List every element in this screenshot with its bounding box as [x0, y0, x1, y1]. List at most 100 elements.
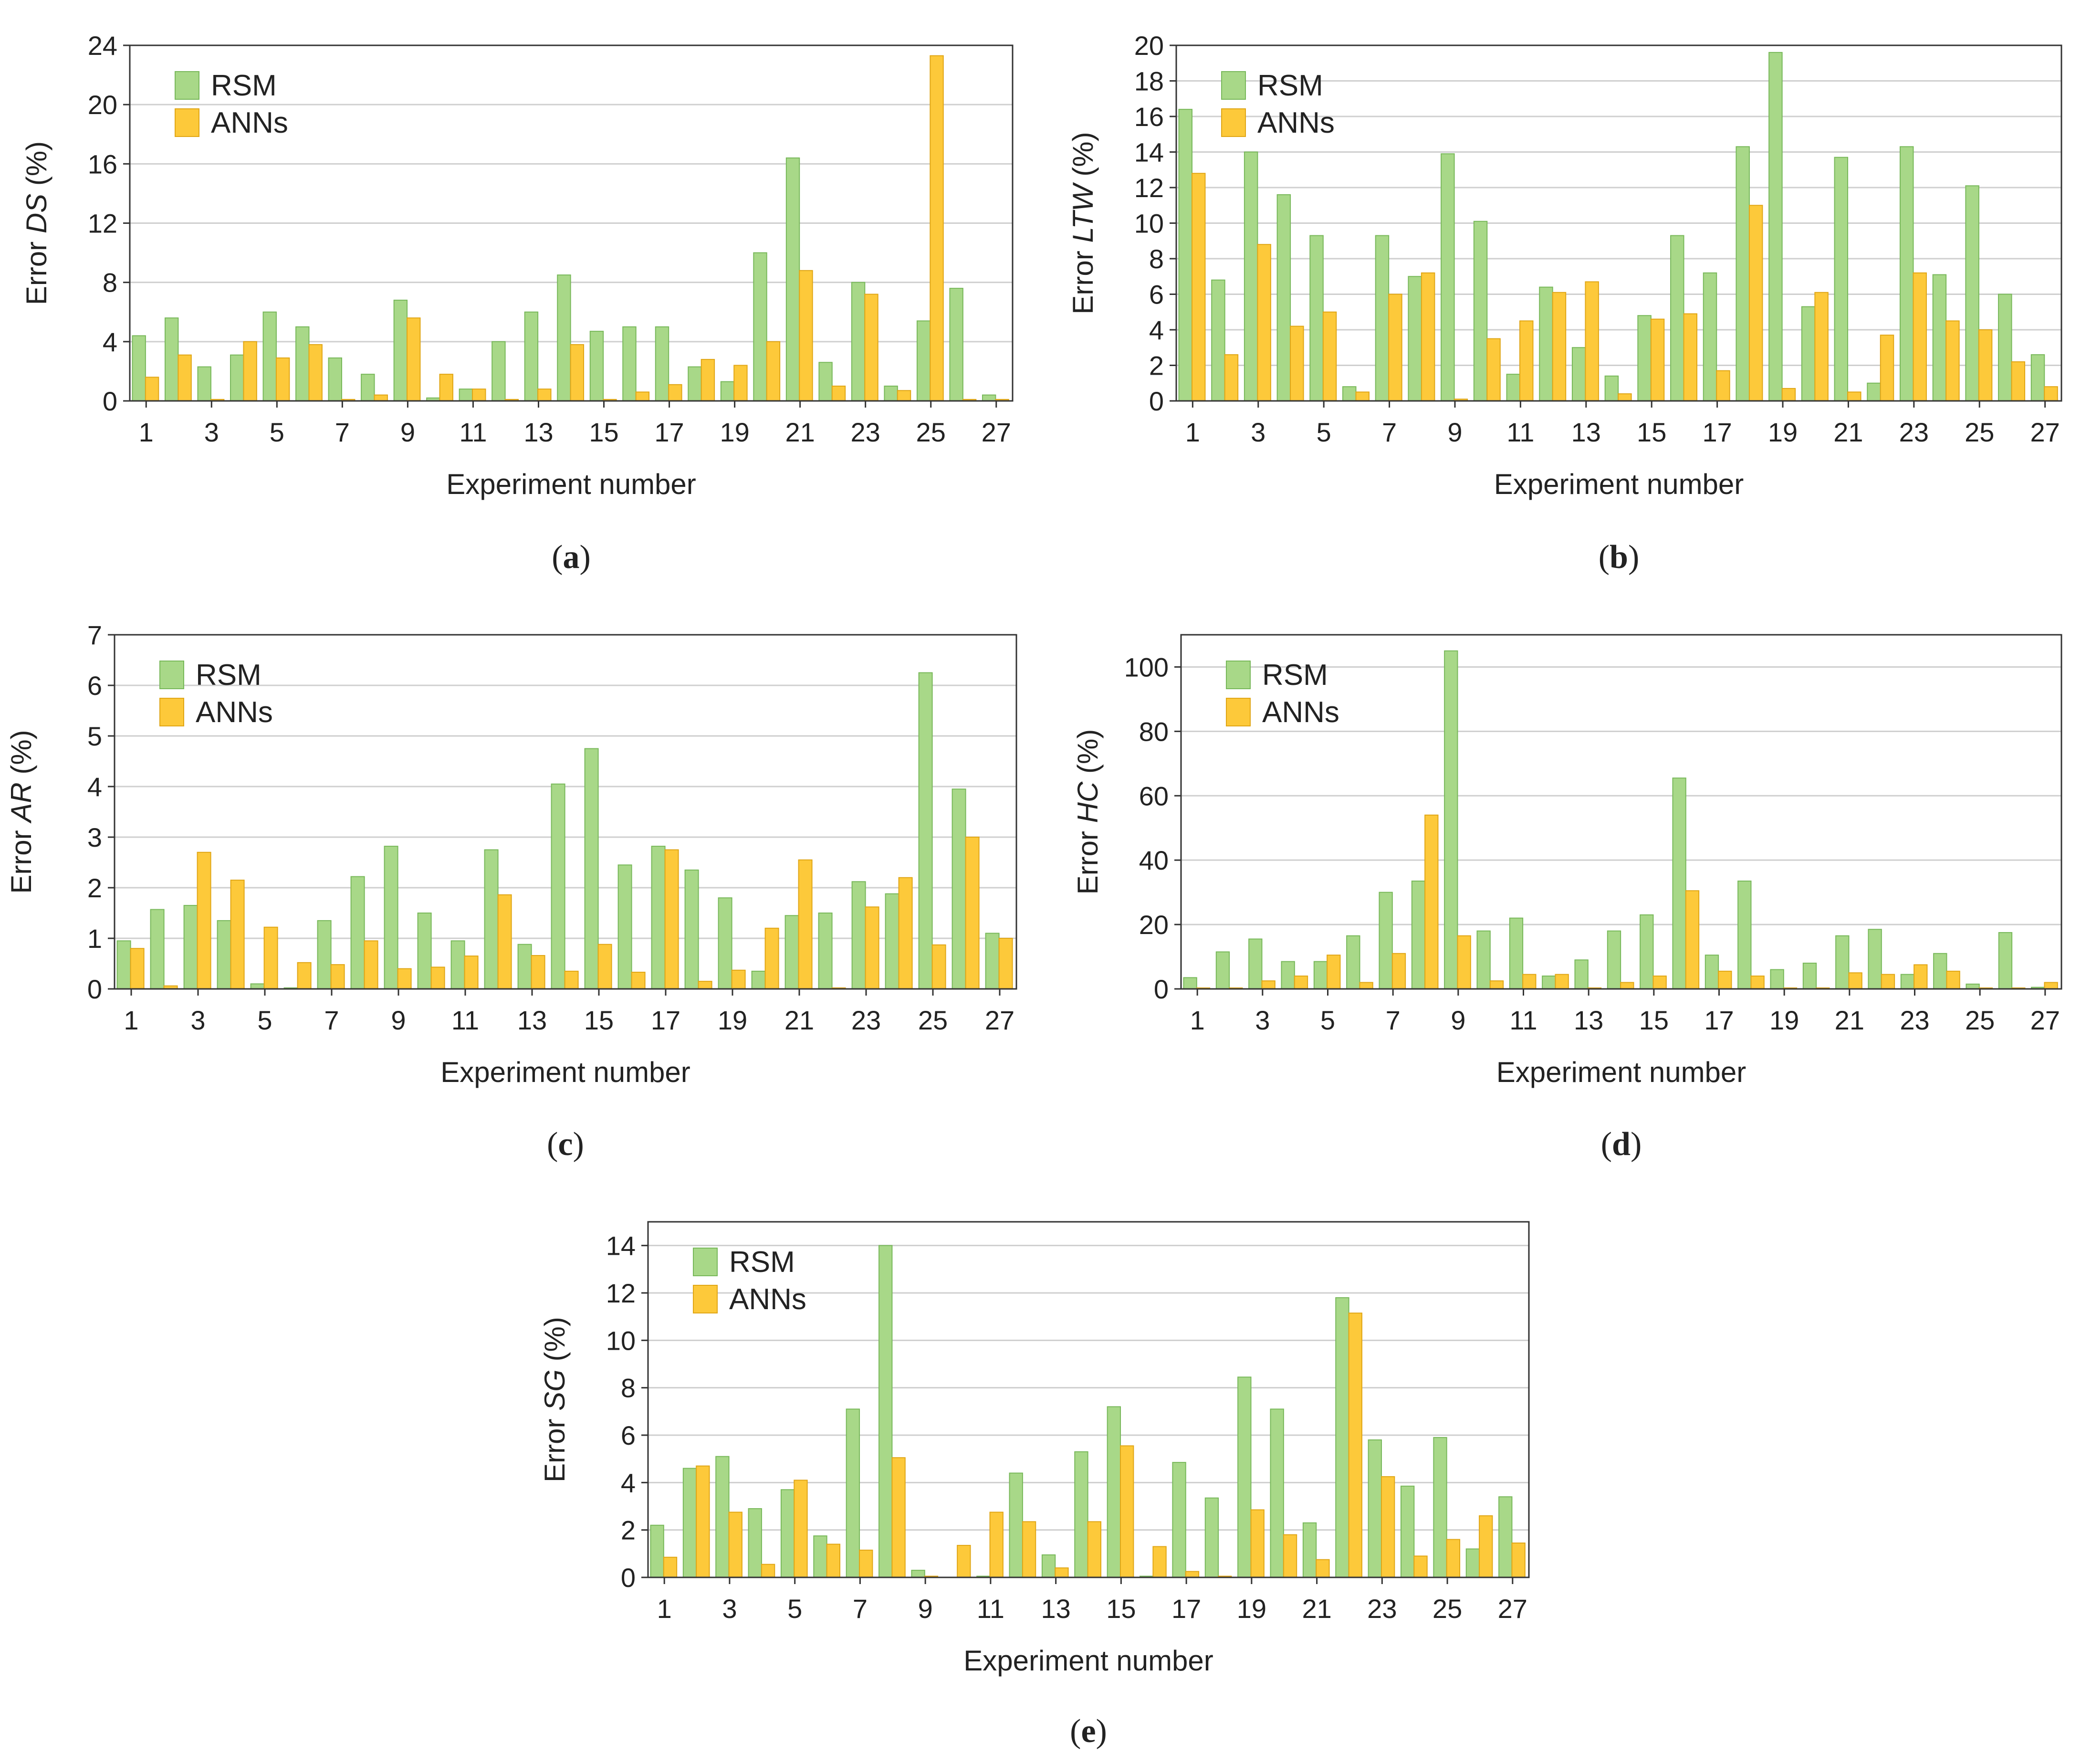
bar-rsm-8: [361, 374, 375, 401]
bar-anns-1: [663, 1556, 678, 1578]
bar-rsm-2: [1211, 279, 1225, 402]
bar-rsm-23: [1900, 974, 1915, 990]
x-tick-label: 5: [270, 417, 284, 447]
bar-rsm-25: [916, 320, 931, 401]
bar-rsm-7: [1375, 235, 1390, 401]
y-tick-label: 6: [1149, 280, 1164, 310]
panel-caption: (a): [552, 539, 591, 576]
bar-rsm-13: [524, 311, 539, 401]
bar-anns-24: [1945, 320, 1960, 401]
legend-swatch-anns: [1221, 108, 1246, 137]
bar-rsm-19: [1237, 1376, 1252, 1578]
bar-rsm-5: [250, 983, 265, 989]
x-tick-label: 21: [1302, 1594, 1331, 1624]
y-tick-label: 6: [621, 1420, 636, 1450]
x-tick-label: 1: [124, 1005, 138, 1035]
bar-anns-26: [2011, 361, 2026, 401]
x-tick-label: 21: [785, 417, 815, 447]
bar-rsm-7: [1379, 892, 1393, 989]
y-axis-label-variable: DS: [21, 194, 52, 233]
x-tick-label: 3: [1255, 1005, 1270, 1035]
x-tick-label: 19: [720, 417, 749, 447]
bar-rsm-21: [1302, 1522, 1317, 1578]
bar-rsm-23: [851, 282, 866, 402]
bar-anns-21: [798, 859, 813, 989]
bar-anns-18: [701, 359, 715, 401]
y-tick-label: 6: [87, 671, 102, 701]
bar-rsm-24: [1932, 274, 1947, 402]
y-tick-label: 4: [1149, 315, 1164, 345]
plot-frame: [647, 1221, 1530, 1578]
x-tick-label: 23: [1367, 1594, 1397, 1624]
bar-anns-11: [1522, 974, 1537, 990]
bar-rsm-16: [617, 864, 632, 990]
y-tick-label: 12: [88, 209, 117, 239]
x-tick-label: 23: [851, 417, 880, 447]
bar-rsm-17: [651, 846, 666, 989]
bar-anns-25: [930, 55, 944, 401]
x-tick-label: 21: [1835, 1005, 1864, 1035]
y-axis-label-variable: LTW: [1067, 182, 1099, 243]
legend-swatch-rsm: [159, 661, 184, 689]
bar-rsm-20: [1802, 963, 1817, 990]
y-tick-label: 0: [103, 386, 117, 416]
bar-anns-10: [439, 374, 453, 401]
bar-anns-17: [664, 849, 679, 989]
bar-rsm-12: [1539, 286, 1553, 401]
bar-rsm-21: [785, 157, 800, 401]
x-tick-label: 17: [1171, 1594, 1201, 1624]
bar-anns-21: [799, 270, 813, 401]
bar-rsm-13: [517, 944, 532, 989]
bar-rsm-14: [551, 783, 565, 989]
y-tick-label: 5: [87, 721, 102, 751]
bar-rsm-20: [1801, 306, 1816, 402]
y-tick-label: 10: [606, 1325, 636, 1355]
bar-rsm-13: [1571, 347, 1586, 401]
bar-anns-19: [733, 365, 748, 401]
bar-anns-8: [1424, 814, 1439, 990]
y-axis-label: Error AR (%): [5, 730, 37, 893]
y-tick-label: 20: [1134, 31, 1164, 61]
x-tick-label: 23: [1900, 1005, 1929, 1035]
bar-rsm-6: [1342, 386, 1357, 402]
bar-rsm-6: [295, 326, 310, 402]
x-tick-label: 1: [657, 1594, 672, 1624]
bar-rsm-1: [650, 1524, 664, 1578]
bar-rsm-3: [1244, 151, 1258, 401]
y-tick-label: 20: [1139, 910, 1169, 940]
bar-rsm-15: [589, 331, 604, 402]
y-tick-label: 4: [87, 772, 102, 802]
bar-rsm-2: [1215, 951, 1230, 989]
legend-swatch-anns: [693, 1285, 718, 1313]
y-tick-label: 2: [621, 1515, 636, 1545]
y-tick-label: 14: [1134, 137, 1164, 168]
y-tick-label: 4: [103, 327, 117, 357]
bar-anns-6: [1355, 391, 1370, 401]
y-tick-label: 2: [1149, 351, 1164, 381]
bar-anns-6: [826, 1544, 841, 1578]
bar-rsm-13: [1574, 959, 1589, 989]
bar-anns-7: [330, 964, 345, 989]
bar-anns-2: [1224, 354, 1239, 402]
bar-anns-8: [374, 394, 388, 401]
bar-anns-16: [1685, 890, 1700, 990]
bar-rsm-13: [1041, 1554, 1056, 1578]
bar-anns-10: [1486, 338, 1501, 401]
y-axis-label-prefix: Error: [1067, 243, 1099, 315]
x-tick-label: 17: [651, 1005, 680, 1035]
plot-frame: [114, 634, 1017, 990]
bar-rsm-1: [132, 335, 146, 402]
bar-rsm-10: [1473, 220, 1488, 401]
bar-rsm-20: [751, 970, 766, 990]
bar-anns-24: [898, 877, 913, 990]
bar-anns-23: [1380, 1476, 1395, 1578]
x-tick-label: 15: [1637, 417, 1666, 447]
legend-swatch-rsm: [1226, 661, 1251, 689]
panel-caption-letter: e: [1081, 1713, 1096, 1750]
bar-anns-11: [989, 1512, 1004, 1578]
bar-anns-21: [1847, 391, 1861, 401]
bar-rsm-24: [1933, 953, 1947, 990]
bar-rsm-4: [230, 354, 244, 401]
bar-anns-21: [1316, 1559, 1330, 1578]
bar-anns-13: [1585, 281, 1599, 401]
